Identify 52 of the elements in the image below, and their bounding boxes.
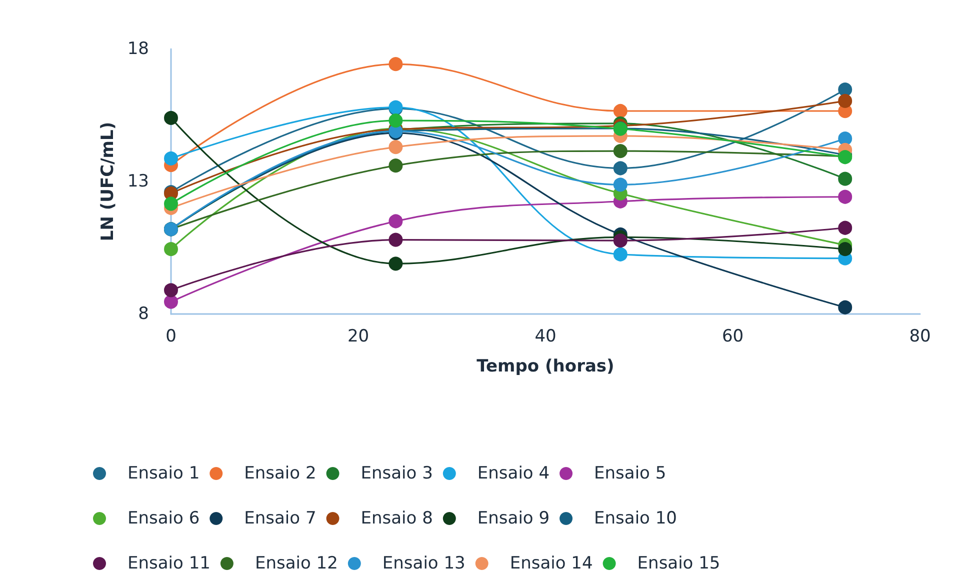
x-tick-label: 40 (534, 326, 556, 346)
legend-label: Ensaio 9 (477, 508, 550, 528)
legend-label: Ensaio 14 (510, 554, 593, 574)
point (164, 283, 178, 298)
point (838, 82, 852, 97)
x-tick-label: 0 (166, 326, 176, 346)
point (164, 196, 178, 211)
point (164, 110, 178, 125)
legend-label: Ensaio 3 (360, 464, 433, 484)
point (388, 140, 403, 154)
y-axis-title: LN (UFC/mL) (98, 122, 118, 242)
legend-label: Ensaio 2 (244, 464, 316, 484)
legend-label: Ensaio 4 (477, 464, 550, 484)
legend-label: Ensaio 13 (382, 554, 466, 574)
point (838, 172, 852, 186)
point (613, 104, 628, 118)
point (388, 256, 403, 271)
legend-label: Ensaio 8 (360, 508, 433, 528)
x-tick-label: 20 (347, 326, 370, 346)
y-tick-label: 18 (127, 39, 149, 59)
point (838, 220, 852, 235)
x-tick-label: 60 (722, 326, 744, 346)
point (613, 161, 628, 176)
point (838, 94, 852, 108)
point (613, 144, 628, 158)
legend-label: Ensaio 10 (594, 508, 677, 528)
legend-label: Ensaio 1 (128, 464, 200, 484)
x-tick-label: 80 (909, 326, 931, 346)
legend-label: Ensaio 15 (637, 554, 720, 574)
point (388, 158, 403, 173)
x-axis-title: Tempo (horas) (476, 356, 614, 376)
point (613, 178, 628, 192)
point (613, 247, 628, 262)
point (388, 214, 403, 228)
point (164, 151, 178, 166)
y-tick-label: 13 (127, 172, 149, 192)
point (613, 234, 628, 248)
point (838, 300, 852, 314)
y-tick-label: 8 (138, 304, 149, 324)
point (838, 242, 852, 256)
legend-label: Ensaio 5 (594, 464, 666, 484)
legend-label: Ensaio 7 (244, 508, 316, 528)
point (838, 190, 852, 204)
legend-label: Ensaio 6 (128, 508, 200, 528)
point (838, 132, 852, 146)
point (388, 114, 403, 128)
point (388, 57, 403, 72)
legend-label: Ensaio 11 (128, 554, 210, 574)
legend-label: Ensaio 12 (254, 554, 338, 574)
point (388, 232, 403, 247)
point (164, 294, 178, 309)
point (164, 242, 178, 256)
